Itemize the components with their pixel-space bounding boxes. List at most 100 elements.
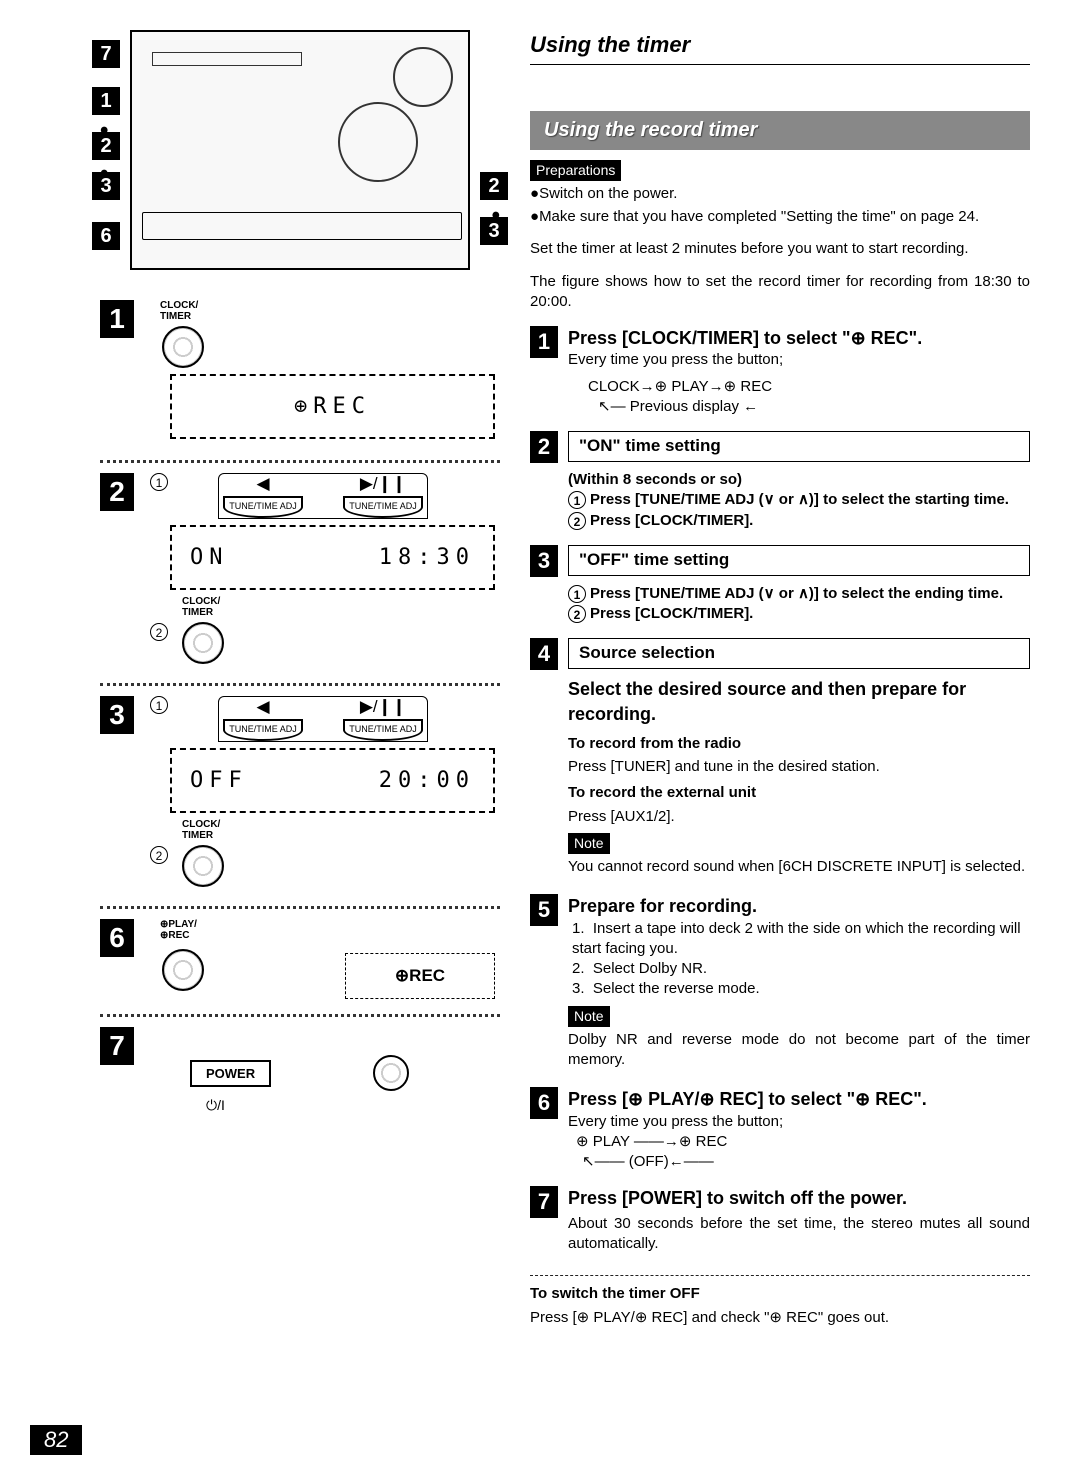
top-slot: [152, 52, 302, 66]
step5-i3: Select the reverse mode.: [593, 980, 760, 997]
callout-1: 1: [92, 87, 120, 115]
tune-left-button: TUNE/TIME ADJ: [223, 719, 303, 741]
timer-off-b: Press [⊕ PLAY/⊕ REC] and check "⊕ REC" g…: [530, 1308, 1030, 1328]
step6-flow: ⊕ PLAY ——→⊕ REC: [576, 1132, 1030, 1152]
step6-sub: Every time you press the button;: [568, 1112, 1030, 1132]
step5-i2: Select Dolby NR.: [593, 960, 707, 977]
display-on: ON 18:30: [170, 525, 495, 590]
instr-step-7: 7 Press [POWER] to switch off the power.…: [530, 1186, 1030, 1257]
display-rec: ⊕REC: [170, 374, 495, 439]
instr-step-6: 6 Press [⊕ PLAY/⊕ REC] to select "⊕ REC"…: [530, 1087, 1030, 1172]
left-step-2: 2 1 ◀ TUNE/TIME ADJ ▶/❙❙ TUNE/TIME ADJ O…: [100, 463, 500, 686]
instr-step-4: 4 Source selection Select the desired so…: [530, 638, 1030, 880]
clock-timer-knob-icon: [162, 326, 204, 368]
step-num-3: 3: [100, 696, 134, 734]
step-icon-1: 1: [530, 326, 558, 358]
left-diagram-column: 7 1 • 2 • 3 6 2 • 3 1 CLOCK/ TIMER ⊕REC …: [100, 30, 500, 1331]
left-step-7: 7 POWER ⏻/I: [100, 1017, 500, 1129]
step4-radio-b: Press [TUNER] and tune in the desired st…: [568, 757, 1030, 777]
tune-right-button: TUNE/TIME ADJ: [343, 496, 423, 518]
callout-7: 7: [92, 40, 120, 68]
play-pause-icon: ▶/❙❙: [343, 474, 423, 494]
device-illustration: 7 1 • 2 • 3 6 2 • 3: [130, 30, 470, 270]
sub-2-icon: 2: [150, 623, 168, 641]
callout-r3: 3: [480, 217, 508, 245]
clock-timer-label3: CLOCK/ TIMER: [182, 819, 224, 841]
step4-ext-h: To record the external unit: [568, 783, 1030, 803]
instr-step-5: 5 Prepare for recording. 1. Insert a tap…: [530, 894, 1030, 1073]
tune-buttons: ◀ TUNE/TIME ADJ ▶/❙❙ TUNE/TIME ADJ: [218, 473, 428, 519]
set-timer-note: Set the timer at least 2 minutes before …: [530, 239, 1030, 259]
step5-i1: Insert a tape into deck 2 with the side …: [572, 920, 1021, 957]
step4-radio-h: To record from the radio: [568, 734, 1030, 754]
power-button-label: POWER: [190, 1060, 271, 1087]
on-text: ON: [190, 545, 229, 570]
tune-buttons: ◀ TUNE/TIME ADJ ▶/❙❙ TUNE/TIME ADJ: [218, 696, 428, 742]
tune-left-button: TUNE/TIME ADJ: [223, 496, 303, 518]
step-num-2: 2: [100, 473, 134, 511]
step1-flow2: ↖— Previous display ←: [598, 397, 1030, 417]
step1-title: Press [CLOCK/TIMER] to select "⊕ REC".: [568, 326, 1030, 350]
circ-1-icon: 1: [568, 585, 586, 603]
rec-display: ⊕REC: [345, 953, 495, 999]
clock-timer-knob-icon: [182, 622, 224, 664]
step-icon-2: 2: [530, 431, 558, 463]
callout-3: 3: [92, 172, 120, 200]
clock-timer-knob-icon: [182, 845, 224, 887]
step3-l2: Press [CLOCK/TIMER].: [590, 605, 753, 622]
left-step-3: 3 1 ◀ TUNE/TIME ADJ ▶/❙❙ TUNE/TIME ADJ O…: [100, 686, 500, 909]
clock-timer-label: CLOCK/ TIMER: [160, 300, 495, 322]
step2-box: "ON" time setting: [568, 431, 1030, 462]
step3-l1: Press [TUNE/TIME ADJ (∨ or ∧)] to select…: [590, 585, 1003, 602]
instr-step-1: 1 Press [CLOCK/TIMER] to select "⊕ REC".…: [530, 326, 1030, 417]
display-off: OFF 20:00: [170, 748, 495, 813]
note-badge: Note: [568, 1006, 610, 1027]
circ-1-icon: 1: [568, 491, 586, 509]
play-rec-label: ⊕PLAY/ ⊕REC: [160, 919, 495, 941]
step4-box: Source selection: [568, 638, 1030, 669]
note-badge: Note: [568, 833, 610, 854]
page-number: 82: [30, 1425, 82, 1455]
step5-title: Prepare for recording.: [568, 894, 1030, 918]
sub-2-icon: 2: [150, 846, 168, 864]
step-num-7: 7: [100, 1027, 134, 1065]
circ-2-icon: 2: [568, 512, 586, 530]
step-icon-7: 7: [530, 1186, 558, 1218]
section-title: Using the timer: [530, 30, 1030, 65]
left-arrow-icon: ◀: [223, 697, 303, 717]
on-time: 18:30: [379, 545, 475, 570]
power-knob-icon: [373, 1055, 409, 1091]
step7-title: Press [POWER] to switch off the power.: [568, 1186, 1030, 1210]
step2-within: (Within 8 seconds or so): [568, 470, 1030, 490]
play-pause-icon: ▶/❙❙: [343, 697, 423, 717]
step-icon-3: 3: [530, 545, 558, 577]
clock-timer-label2: CLOCK/ TIMER: [182, 596, 224, 618]
sub-1-icon: 1: [150, 696, 168, 714]
callout-r2: 2: [480, 172, 508, 200]
step7-body: About 30 seconds before the set time, th…: [568, 1214, 1030, 1255]
step6-flow2: ↖—— (OFF)←——: [582, 1152, 1030, 1172]
display-bar: [142, 212, 462, 240]
grey-banner: Using the record timer: [530, 111, 1030, 150]
instr-step-2: 2 "ON" time setting (Within 8 seconds or…: [530, 431, 1030, 531]
divider: [530, 1275, 1030, 1276]
step4-main: Select the desired source and then prepa…: [568, 677, 1030, 726]
figure-note: The figure shows how to set the record t…: [530, 272, 1030, 313]
step4-note: You cannot record sound when [6CH DISCRE…: [568, 857, 1030, 877]
callout-6: 6: [92, 222, 120, 250]
step5-note: Dolby NR and reverse mode do not become …: [568, 1030, 1030, 1071]
step4-ext-b: Press [AUX1/2].: [568, 807, 1030, 827]
speaker-circle: [393, 47, 453, 107]
tune-right-button: TUNE/TIME ADJ: [343, 719, 423, 741]
step-icon-5: 5: [530, 894, 558, 926]
instr-step-3: 3 "OFF" time setting 1Press [TUNE/TIME A…: [530, 545, 1030, 624]
left-step-1: 1 CLOCK/ TIMER ⊕REC: [100, 290, 500, 463]
left-step-6: 6 ⊕PLAY/ ⊕REC ⊕REC: [100, 909, 500, 1017]
step2-l2: Press [CLOCK/TIMER].: [590, 512, 753, 529]
step-icon-4: 4: [530, 638, 558, 670]
step2-l1: Press [TUNE/TIME ADJ (∨ or ∧)] to select…: [590, 491, 1009, 508]
sub-1-icon: 1: [150, 473, 168, 491]
circ-2-icon: 2: [568, 605, 586, 623]
step-num-1: 1: [100, 300, 134, 338]
step3-box: "OFF" time setting: [568, 545, 1030, 576]
